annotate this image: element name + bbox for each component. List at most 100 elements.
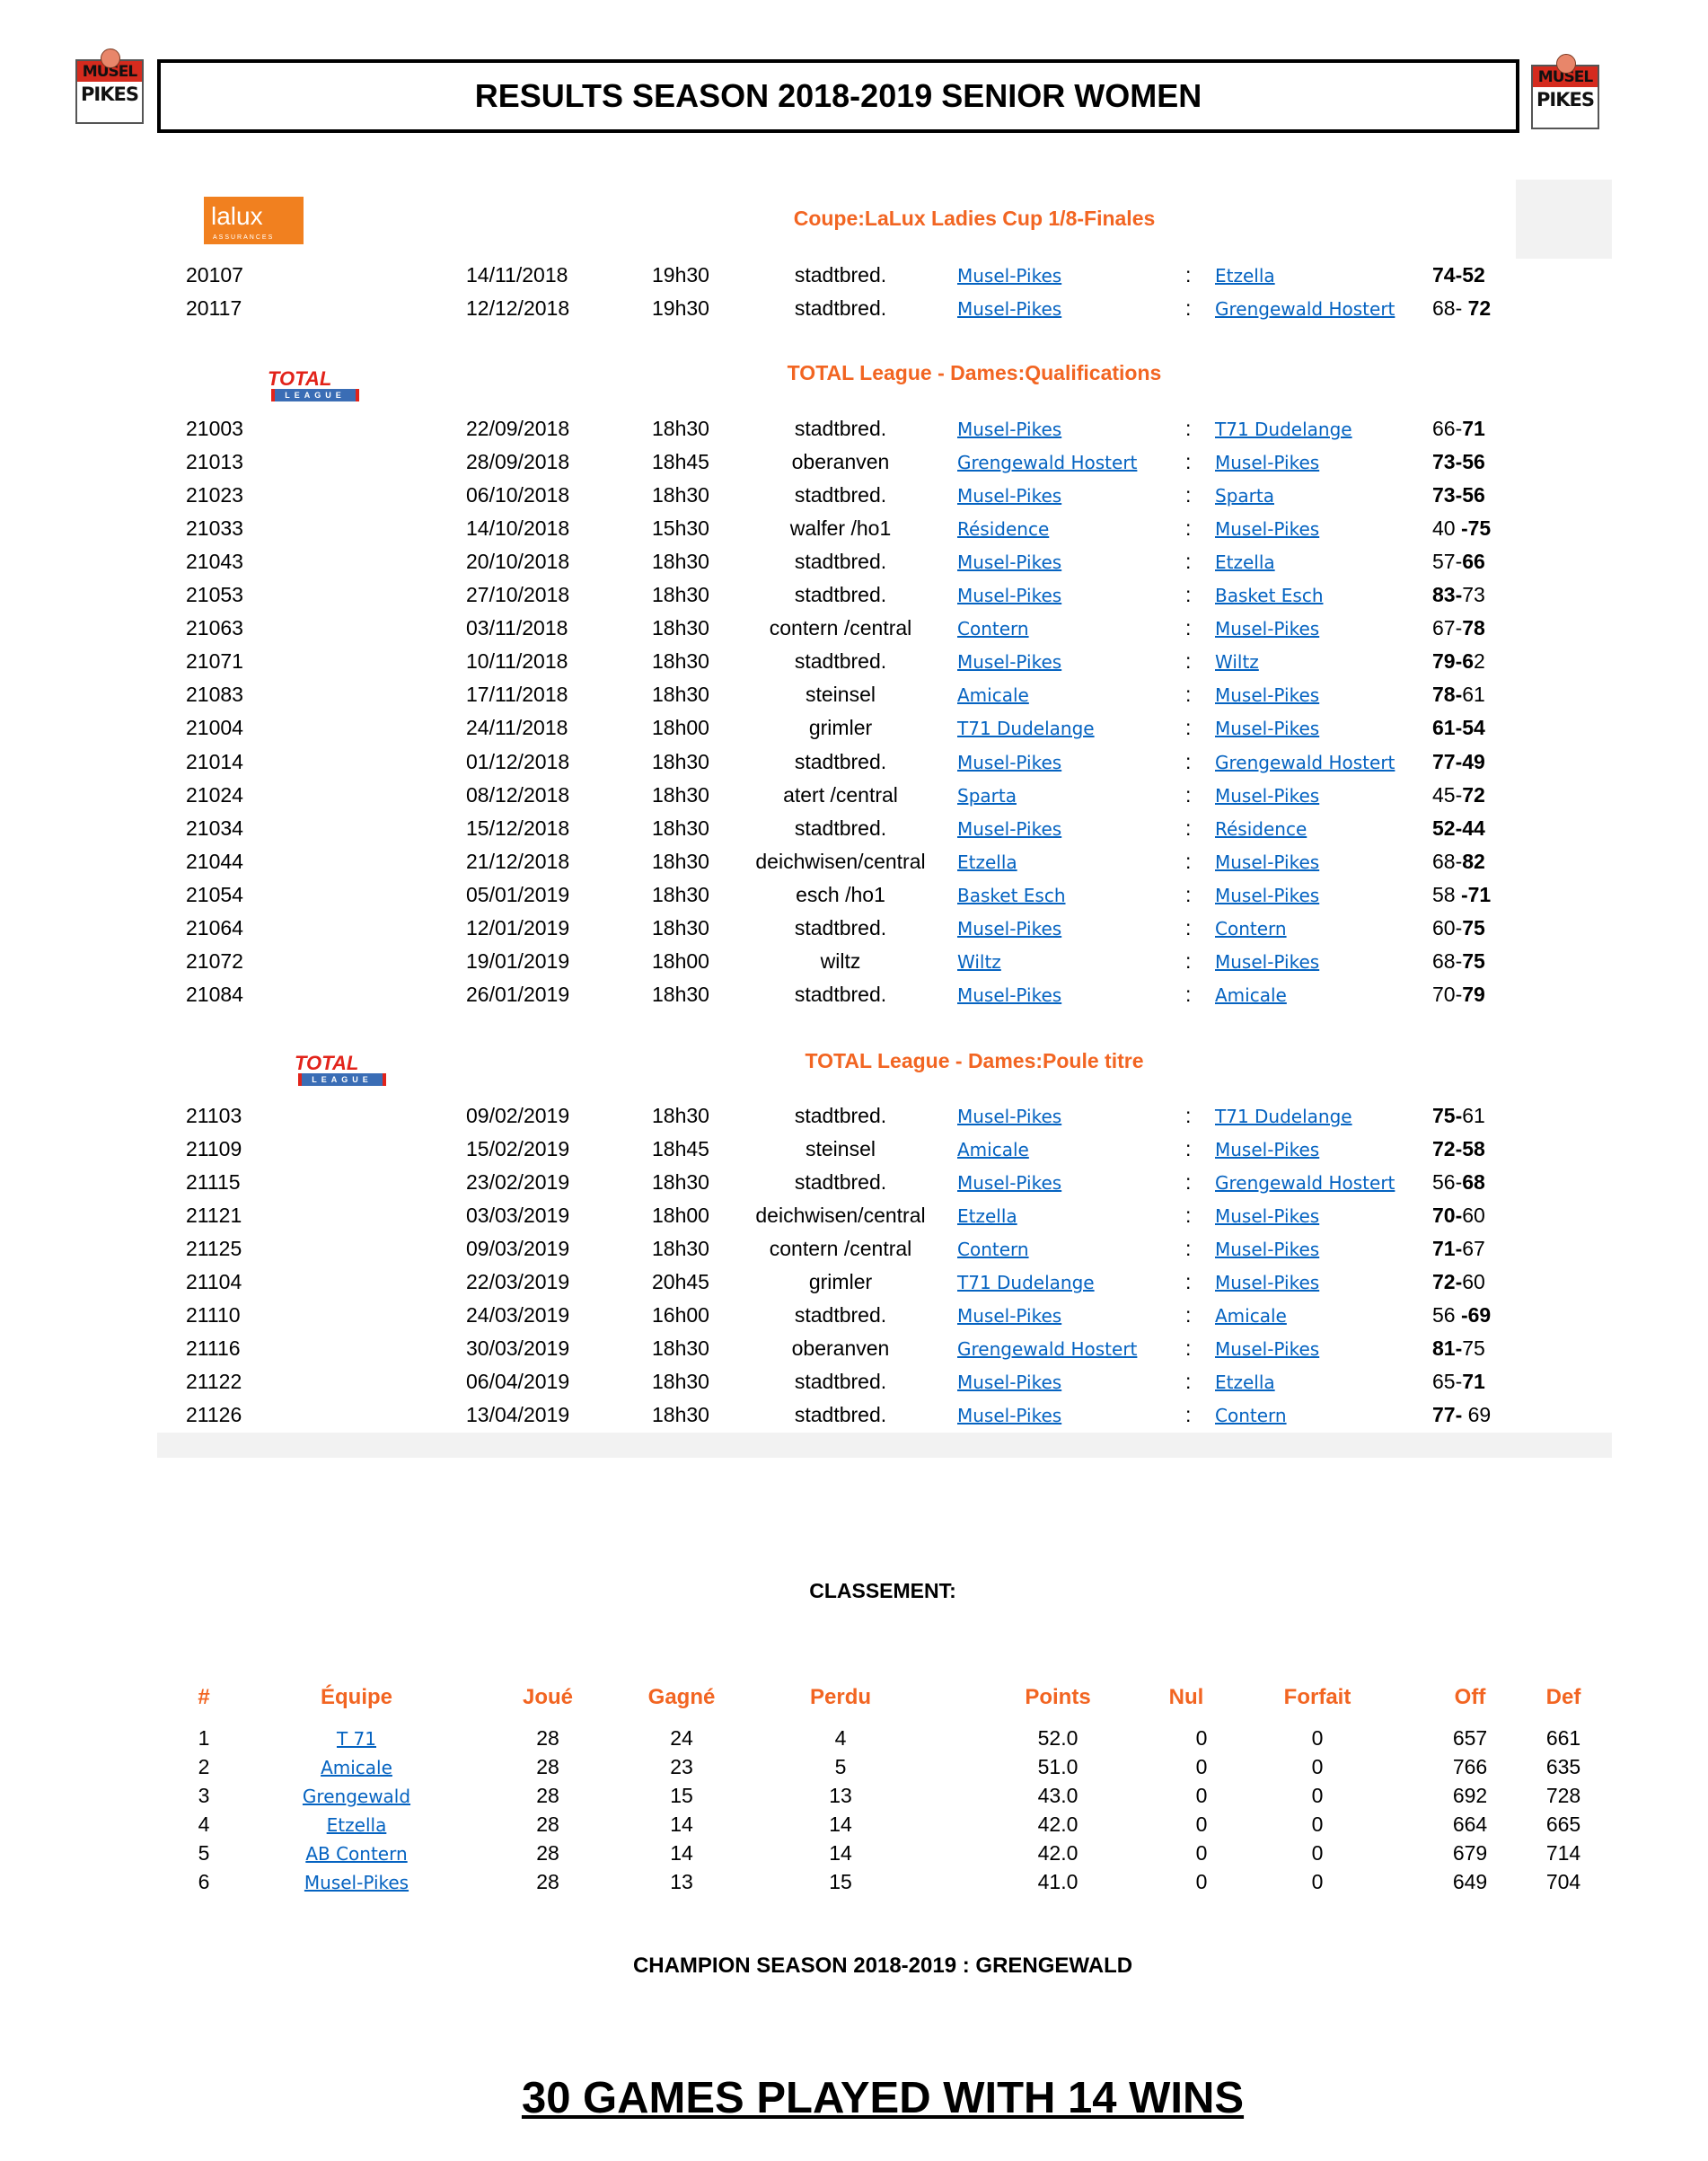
game-venue: stadtbred. bbox=[794, 417, 887, 440]
away-team-link[interactable]: Basket Esch bbox=[1215, 585, 1324, 607]
away-team-link[interactable]: Grengewald Hostert bbox=[1215, 1172, 1395, 1195]
away-team-link[interactable]: Résidence bbox=[1215, 817, 1307, 840]
away-team-link[interactable]: T71 Dudelange bbox=[1215, 419, 1352, 440]
away-team-link[interactable]: Musel-Pikes bbox=[1215, 950, 1320, 973]
home-team-link[interactable]: Musel-Pikes bbox=[957, 1172, 1062, 1195]
game-time: 18h30 bbox=[652, 782, 709, 807]
game-score: 61-54 bbox=[1432, 716, 1485, 740]
home-team-link[interactable]: Etzella bbox=[957, 851, 1017, 873]
home-team-link[interactable]: Musel-Pikes bbox=[957, 585, 1062, 607]
away-team-link[interactable]: Contern bbox=[1215, 1405, 1287, 1427]
home-team-link[interactable]: Basket Esch bbox=[957, 884, 1066, 906]
away-team-link[interactable]: Musel-Pikes bbox=[1215, 518, 1320, 541]
home-team-link[interactable]: Musel-Pikes bbox=[957, 751, 1062, 773]
home-team-link[interactable]: Musel-Pikes bbox=[957, 1305, 1062, 1327]
away-team-link[interactable]: Musel-Pikes bbox=[1215, 851, 1320, 873]
away-team-link[interactable]: Musel-Pikes bbox=[1215, 718, 1320, 740]
standings-cell: 0 bbox=[1195, 1784, 1208, 1807]
standings-team: T 71 bbox=[337, 1726, 376, 1751]
away-team-link[interactable]: Musel-Pikes bbox=[1215, 684, 1320, 707]
away-team-link[interactable]: Musel-Pikes bbox=[1215, 1239, 1320, 1261]
score-part: 72- bbox=[1432, 1270, 1463, 1294]
home-team-link[interactable]: Musel-Pikes bbox=[957, 983, 1062, 1006]
away-team-link[interactable]: T71 Dudelange bbox=[1215, 1106, 1352, 1127]
home-team-link[interactable]: Musel-Pikes bbox=[957, 1106, 1062, 1127]
away-team-link[interactable]: Contern bbox=[1215, 917, 1287, 939]
score-part: 71 bbox=[1462, 417, 1485, 440]
home-team-link[interactable]: T71 Dudelange bbox=[957, 1272, 1095, 1294]
home-team-link[interactable]: Wiltz bbox=[957, 950, 1001, 973]
game-score: 77-49 bbox=[1432, 750, 1485, 774]
home-team-link[interactable]: Musel-Pikes bbox=[957, 551, 1062, 574]
away-team-link[interactable]: Amicale bbox=[1215, 983, 1287, 1006]
game-row: 21043 20/10/2018 18h30 stadtbred. Musel-… bbox=[0, 550, 1708, 583]
score-part: -75 bbox=[1460, 516, 1492, 541]
game-row: 21054 05/01/2019 18h30 esch /ho1 Basket … bbox=[0, 883, 1708, 916]
game-date: 12/01/2019 bbox=[466, 915, 570, 939]
home-team-link[interactable]: Grengewald Hostert bbox=[957, 1338, 1138, 1361]
standings-cell: 42.0 bbox=[1037, 1841, 1079, 1865]
standings-team-link[interactable]: Amicale bbox=[321, 1757, 392, 1778]
away-team-link[interactable]: Sparta bbox=[1215, 485, 1274, 507]
away-team-link[interactable]: Musel-Pikes bbox=[1215, 1139, 1320, 1161]
home-team-link[interactable]: T71 Dudelange bbox=[957, 718, 1095, 740]
away-team-link[interactable]: Musel-Pikes bbox=[1215, 1272, 1320, 1294]
away-team-link[interactable]: Grengewald Hostert bbox=[1215, 298, 1395, 321]
home-team-link[interactable]: Contern bbox=[957, 618, 1029, 640]
standings-team-link[interactable]: Etzella bbox=[326, 1814, 387, 1836]
standings-team-link[interactable]: AB Contern bbox=[305, 1843, 408, 1865]
away-team-link[interactable]: Musel-Pikes bbox=[1215, 884, 1320, 906]
home-team-link[interactable]: Contern bbox=[957, 1239, 1029, 1261]
home-team-link[interactable]: Musel-Pikes bbox=[957, 419, 1062, 440]
standings-team-link[interactable]: Grengewald bbox=[302, 1786, 411, 1807]
game-time: 18h45 bbox=[652, 1137, 709, 1161]
game-time: 18h30 bbox=[652, 1237, 709, 1261]
home-team-link[interactable]: Musel-Pikes bbox=[957, 485, 1062, 507]
home-team-link[interactable]: Musel-Pikes bbox=[957, 1372, 1062, 1394]
game-score: 78-61 bbox=[1432, 683, 1485, 707]
home-team-link[interactable]: Amicale bbox=[957, 1139, 1029, 1161]
home-team-link[interactable]: Musel-Pikes bbox=[957, 817, 1062, 840]
score-part: 71 bbox=[1462, 1370, 1485, 1394]
away-team-link[interactable]: Etzella bbox=[1215, 551, 1275, 574]
away-team-link[interactable]: Musel-Pikes bbox=[1215, 1205, 1320, 1228]
game-date: 03/03/2019 bbox=[466, 1204, 570, 1228]
home-team-link[interactable]: Résidence bbox=[957, 518, 1050, 541]
away-team-link[interactable]: Musel-Pikes bbox=[1215, 452, 1320, 474]
game-id: 21104 bbox=[186, 1270, 242, 1294]
game-score: 66-71 bbox=[1432, 417, 1485, 441]
away-team-link[interactable]: Musel-Pikes bbox=[1215, 618, 1320, 640]
away-team-link[interactable]: Musel-Pikes bbox=[1215, 784, 1320, 807]
away-team-link[interactable]: Wiltz bbox=[1215, 651, 1259, 674]
away-team-link[interactable]: Etzella bbox=[1215, 1372, 1275, 1394]
game-time: 18h30 bbox=[652, 849, 709, 873]
home-team-link[interactable]: Musel-Pikes bbox=[957, 265, 1062, 287]
standings-cell: 43.0 bbox=[1037, 1784, 1079, 1807]
game-date: 12/12/2018 bbox=[466, 296, 570, 321]
standings-team-link[interactable]: Musel-Pikes bbox=[304, 1872, 409, 1893]
standings-cell: 0 bbox=[1311, 1726, 1324, 1750]
standings-cell: 665 bbox=[1545, 1813, 1581, 1836]
home-team-link[interactable]: Grengewald Hostert bbox=[957, 452, 1138, 474]
game-score: 67-78 bbox=[1432, 616, 1485, 640]
game-id: 20107 bbox=[186, 263, 243, 287]
game-time: 18h30 bbox=[652, 483, 709, 507]
away-team-link[interactable]: Grengewald Hostert bbox=[1215, 751, 1395, 773]
standings-header: # bbox=[198, 1685, 210, 1709]
game-date: 06/04/2019 bbox=[466, 1370, 570, 1394]
home-team-link[interactable]: Etzella bbox=[957, 1205, 1017, 1228]
away-team-link[interactable]: Amicale bbox=[1215, 1305, 1287, 1327]
basketball-icon bbox=[101, 49, 120, 68]
home-team-link[interactable]: Musel-Pikes bbox=[957, 651, 1062, 674]
away-team-link[interactable]: Etzella bbox=[1215, 265, 1275, 287]
standings-team-link[interactable]: T 71 bbox=[336, 1728, 377, 1750]
home-team-link[interactable]: Musel-Pikes bbox=[957, 1405, 1062, 1427]
game-date: 08/12/2018 bbox=[466, 782, 570, 807]
game-score: 40 -75 bbox=[1432, 516, 1491, 541]
home-team-link[interactable]: Amicale bbox=[957, 684, 1029, 707]
game-row: 21044 21/12/2018 18h30 deichwisen/centra… bbox=[0, 850, 1708, 883]
away-team-link[interactable]: Musel-Pikes bbox=[1215, 1338, 1320, 1361]
home-team-link[interactable]: Musel-Pikes bbox=[957, 917, 1062, 939]
home-team-link[interactable]: Musel-Pikes bbox=[957, 298, 1062, 321]
home-team-link[interactable]: Sparta bbox=[957, 784, 1017, 807]
